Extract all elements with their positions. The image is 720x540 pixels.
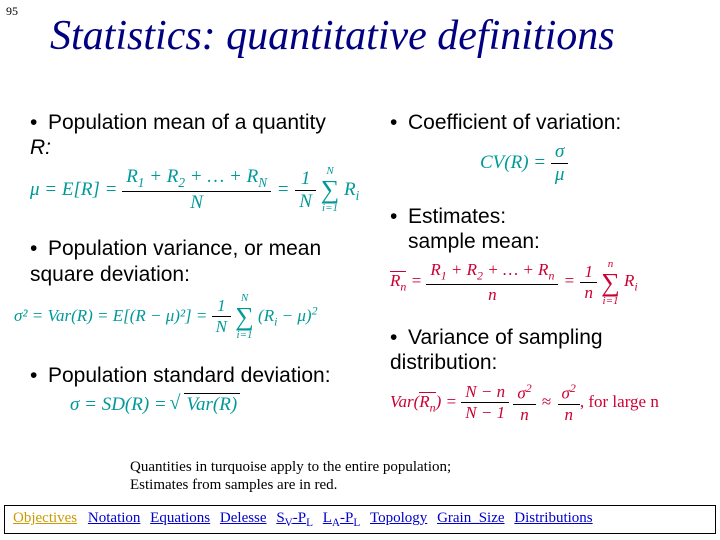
page-number: 95 bbox=[6, 4, 18, 19]
content-columns: •Population mean of a quantity R: μ = E[… bbox=[0, 110, 720, 460]
eq-var-sampling: Var(Rn) = N − nN − 1 σ2n ≈ σ2n, for larg… bbox=[390, 381, 702, 425]
right-column: •Coefficient of variation: CV(R) = σμ •E… bbox=[360, 110, 720, 460]
footer-objectives[interactable]: Objectives bbox=[13, 510, 81, 526]
bullet-estimates: •Estimates: sample mean: bbox=[390, 204, 702, 254]
note-caption: Quantities in turquoise apply to the ent… bbox=[130, 458, 660, 494]
eq-cv: CV(R) = σμ bbox=[480, 141, 702, 186]
footer-link-equations[interactable]: Equations bbox=[147, 510, 213, 526]
eq-population-variance: σ² = Var(R) = E[(R − μ)²] = 1N N∑i=1 (Ri… bbox=[14, 293, 342, 341]
eq-population-sd: σ = SD(R) = Var(R) bbox=[70, 394, 342, 416]
eq-population-mean: μ = E[R] = R1 + R2 + … + RNN = 1N N∑i=1 … bbox=[30, 166, 342, 214]
footer-link-grainsize[interactable]: Grain_Size bbox=[434, 510, 507, 526]
left-column: •Population mean of a quantity R: μ = E[… bbox=[0, 110, 360, 460]
bullet-population-mean: •Population mean of a quantity R: bbox=[30, 110, 342, 160]
footer-link-lapl[interactable]: LA-PL bbox=[320, 510, 364, 526]
footer-link-distributions[interactable]: Distributions bbox=[511, 510, 595, 526]
footer-link-svpl[interactable]: SV-PL bbox=[273, 510, 316, 526]
eq-sample-mean: Rn = R1 + R2 + … + Rnn = 1n n∑i=1 Ri bbox=[390, 259, 702, 307]
slide-title: Statistics: quantitative definitions bbox=[50, 12, 700, 60]
footer-nav: Objectives Notation Equations Delesse SV… bbox=[4, 505, 716, 534]
bullet-var-sampling: •Variance of sampling distribution: bbox=[390, 325, 702, 375]
slide: 95 Statistics: quantitative definitions … bbox=[0, 0, 720, 540]
bullet-population-sd: •Population standard deviation: bbox=[30, 363, 342, 388]
bullet-population-variance: •Population variance, or mean square dev… bbox=[30, 236, 342, 286]
footer-link-delesse[interactable]: Delesse bbox=[217, 510, 270, 526]
footer-link-notation[interactable]: Notation bbox=[85, 510, 144, 526]
footer-link-topology[interactable]: Topology bbox=[367, 510, 430, 526]
bullet-cv: •Coefficient of variation: bbox=[390, 110, 702, 135]
